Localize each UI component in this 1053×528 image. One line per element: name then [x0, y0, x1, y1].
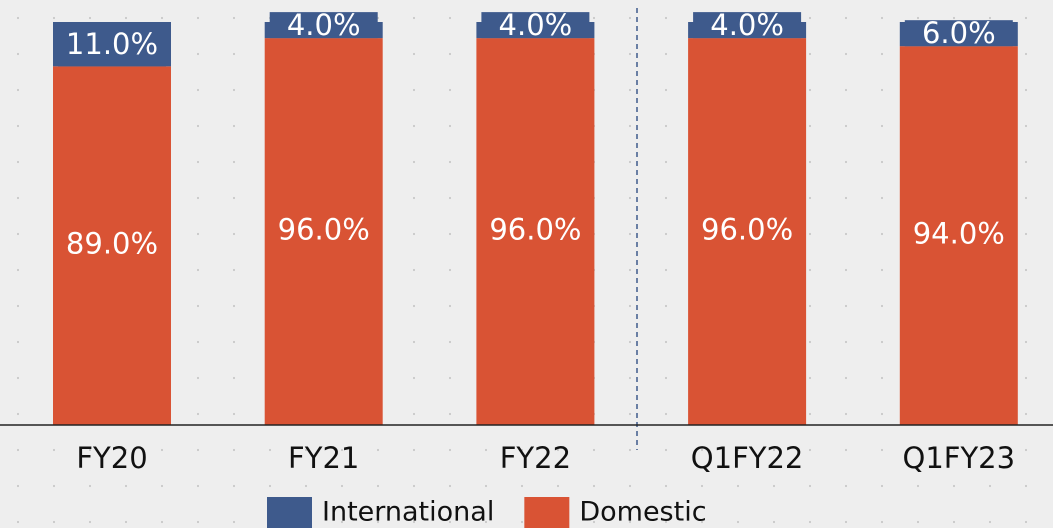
data-label: 4.0% — [287, 8, 361, 42]
plot: 89.0% 11.0% FY20 96.0% 4.0% FY21 96.0% 4.0% FY22… — [53, 8, 1018, 475]
data-label: 89.0% — [66, 227, 158, 261]
label-background — [269, 12, 378, 39]
legend: International Domestic — [267, 497, 707, 528]
data-label: 11.0% — [66, 27, 158, 61]
x-tick-label: FY21 — [288, 441, 359, 475]
legend-swatch — [267, 497, 312, 528]
data-label: 96.0% — [278, 213, 370, 247]
data-label: 96.0% — [489, 213, 581, 247]
data-label: 94.0% — [913, 217, 1005, 251]
bar-segment — [264, 38, 383, 426]
data-label: 4.0% — [710, 8, 784, 42]
data-label: 96.0% — [701, 213, 793, 247]
data-label: 4.0% — [499, 8, 573, 42]
x-tick-label: FY20 — [76, 441, 147, 475]
label-background — [693, 12, 802, 39]
bar-segment — [476, 38, 595, 426]
x-tick-label: Q1FY23 — [903, 441, 1016, 475]
bar-segment — [53, 66, 171, 425]
label-background — [904, 20, 1013, 47]
x-tick-label: FY22 — [500, 441, 571, 475]
label-background — [481, 12, 590, 39]
legend-swatch — [524, 497, 570, 528]
bar-segment — [688, 38, 807, 426]
legend-label: International — [322, 497, 494, 528]
legend-label: Domestic — [579, 497, 706, 528]
data-label: 6.0% — [922, 16, 996, 50]
x-tick-label: Q1FY22 — [691, 441, 804, 475]
label-background — [58, 22, 166, 67]
bar-segment — [899, 46, 1018, 426]
